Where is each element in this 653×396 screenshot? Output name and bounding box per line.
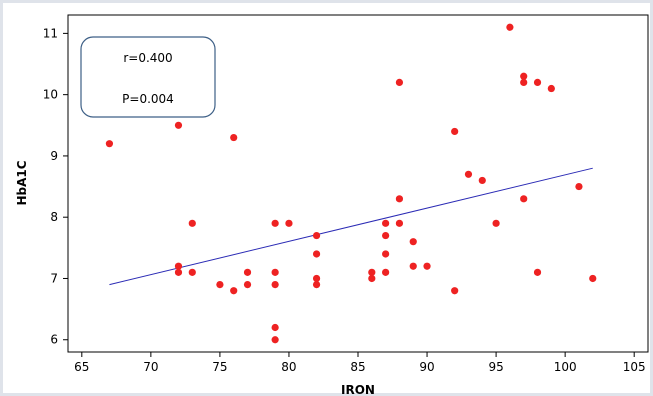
y-axis-title: HbA1C	[15, 160, 29, 205]
data-point	[271, 336, 279, 344]
data-point	[243, 281, 252, 289]
data-point	[382, 231, 390, 240]
data-point	[520, 195, 528, 203]
x-tick-label: 85	[350, 360, 365, 374]
y-tick-label: 9	[50, 149, 58, 163]
data-point	[395, 219, 404, 227]
data-point	[575, 182, 583, 191]
y-tick-label: 6	[50, 333, 58, 347]
data-point	[271, 219, 279, 227]
data-point	[271, 281, 279, 289]
data-point	[230, 133, 238, 142]
data-point	[520, 78, 528, 86]
data-point	[216, 281, 224, 289]
data-point	[533, 268, 542, 276]
data-point	[271, 268, 279, 276]
y-tick-label: 8	[50, 210, 58, 224]
data-point	[451, 287, 459, 295]
data-point	[174, 268, 183, 276]
data-point	[312, 274, 321, 283]
data-point	[395, 78, 404, 86]
data-points	[105, 23, 597, 344]
y-axis: 6 7 8 9 10 11	[43, 26, 68, 347]
data-point	[451, 127, 459, 136]
data-point	[312, 250, 321, 258]
data-point	[409, 238, 417, 246]
y-tick-label: 11	[43, 26, 58, 40]
y-tick-label: 7	[50, 271, 58, 285]
data-point	[230, 287, 238, 295]
data-point	[368, 274, 376, 283]
data-point	[533, 78, 542, 86]
data-point	[520, 72, 528, 80]
x-tick-label: 105	[623, 360, 646, 374]
data-point	[382, 268, 390, 276]
data-point	[423, 262, 431, 270]
y-tick-label: 10	[43, 88, 58, 102]
data-point	[243, 268, 252, 276]
data-point	[188, 219, 196, 227]
data-point	[492, 219, 500, 227]
data-point	[312, 231, 321, 240]
data-point	[174, 262, 183, 270]
data-point	[382, 250, 390, 258]
stats-annotation-box: r=0.400 P=0.004	[80, 36, 216, 118]
x-tick-label: 65	[74, 360, 89, 374]
data-point	[547, 84, 555, 93]
data-point	[506, 23, 514, 31]
annotation-frame	[80, 36, 216, 118]
x-tick-label: 75	[212, 360, 227, 374]
data-point	[285, 219, 293, 227]
p-value-text: P=0.004	[122, 92, 174, 106]
data-point	[271, 323, 279, 332]
regression-line	[109, 167, 593, 286]
data-point	[478, 176, 486, 185]
x-tick-label: 95	[488, 360, 503, 374]
data-point	[409, 262, 417, 270]
x-axis-title: IRON	[341, 383, 375, 396]
x-tick-label: 90	[419, 360, 434, 374]
data-point	[105, 140, 114, 148]
data-point	[395, 195, 404, 203]
x-tick-label: 70	[143, 360, 158, 374]
data-point	[188, 268, 196, 276]
r-value-text: r=0.400	[123, 51, 172, 65]
data-point	[174, 121, 183, 129]
data-point	[312, 281, 321, 289]
data-point	[382, 219, 390, 227]
x-axis: 65 70 75 80 85 90 95 100 105	[74, 352, 646, 374]
x-tick-label: 100	[554, 360, 577, 374]
data-point	[589, 274, 597, 283]
x-tick-label: 80	[281, 360, 296, 374]
data-point	[464, 170, 473, 178]
data-point	[368, 268, 376, 276]
